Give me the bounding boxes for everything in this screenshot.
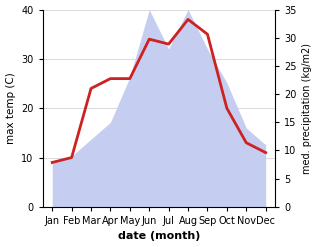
- X-axis label: date (month): date (month): [118, 231, 200, 242]
- Y-axis label: med. precipitation (kg/m2): med. precipitation (kg/m2): [302, 43, 313, 174]
- Y-axis label: max temp (C): max temp (C): [5, 72, 16, 144]
